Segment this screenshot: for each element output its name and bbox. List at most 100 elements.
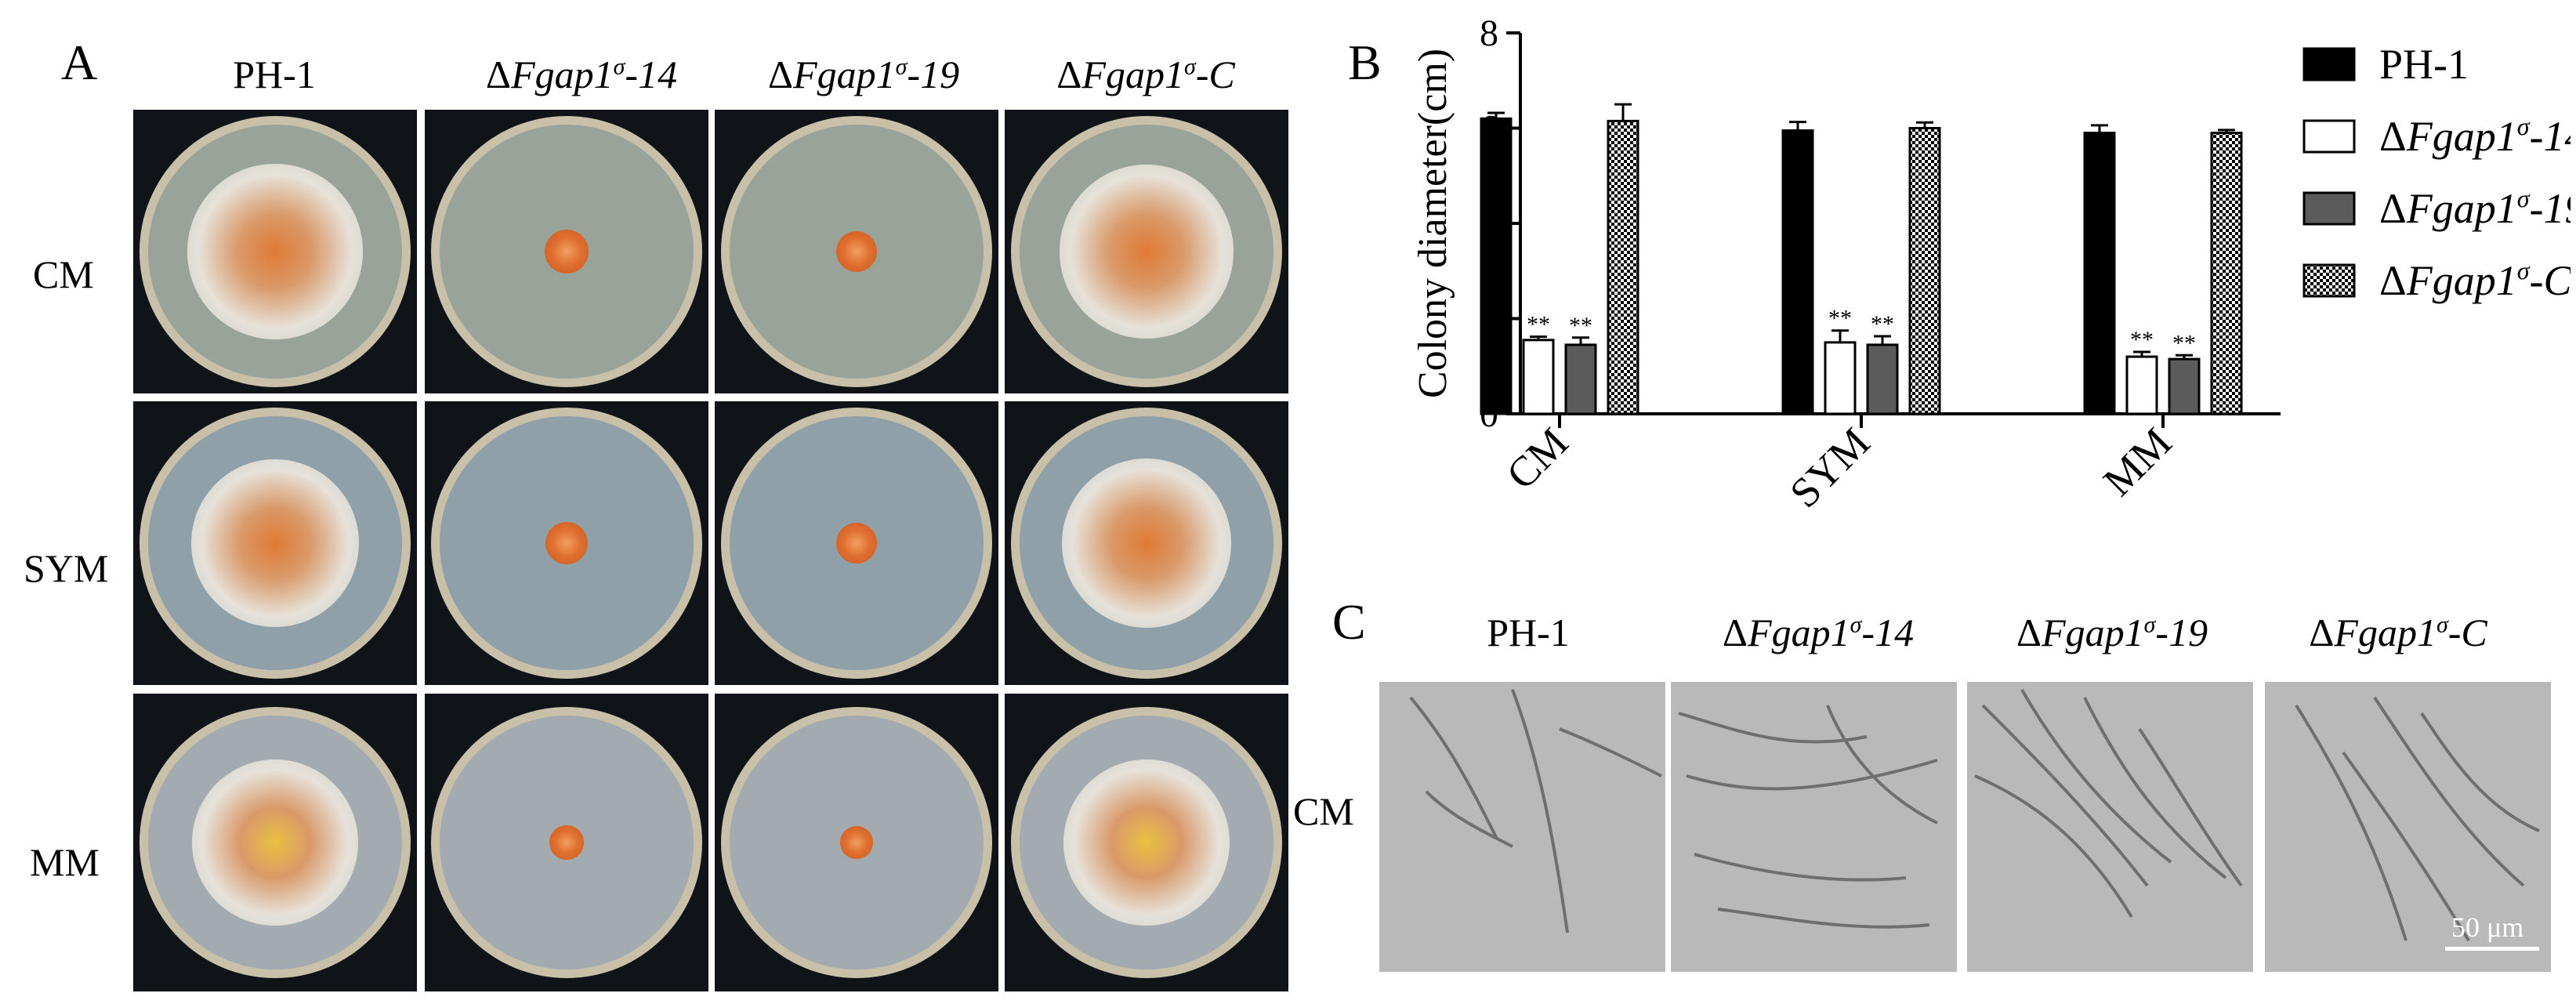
hyphae-micrograph [1379, 682, 1665, 972]
gene-superscript: σ [1183, 53, 1196, 80]
fungal-colony [190, 459, 360, 628]
hypha [2020, 689, 2172, 864]
fungal-colony [835, 522, 878, 564]
petri-dish-photo [715, 401, 998, 685]
gene-name: Fgap1 [2042, 611, 2144, 654]
hypha [2342, 751, 2470, 942]
hypha [1981, 704, 2149, 887]
y-axis-title: Colony diameter(cm) [1411, 49, 1455, 398]
hyphae-drawing [1678, 705, 1938, 929]
gene-superscript: σ [2143, 611, 2156, 638]
hypha [1826, 705, 1938, 825]
fungal-colony [1060, 165, 1234, 339]
gene-superscript: σ [613, 53, 625, 80]
bar [1564, 343, 1597, 415]
fungal-colony [549, 825, 584, 860]
gene-name: Fgap1 [1081, 53, 1184, 96]
delta-symbol: Δ [485, 53, 512, 96]
petri-dish-photo [1005, 401, 1288, 685]
hyphae-micrograph [1967, 682, 2253, 972]
panel-a-row-label: CM [33, 252, 94, 296]
bar [2210, 132, 2243, 415]
bar [1866, 343, 1899, 415]
legend-label: PH-1 [2379, 41, 2469, 88]
legend-label: ΔFgap1σ-C [2379, 256, 2571, 304]
bar [2168, 357, 2201, 415]
x-tick-label: MM [2094, 419, 2180, 505]
hypha [1409, 696, 1498, 839]
strain-name: PH-1 [233, 53, 316, 96]
petri-dish-photo [715, 110, 998, 393]
panel-c-column-header: ΔFgap1σ-14 [1661, 613, 1975, 652]
fungal-colony [840, 826, 873, 859]
bar [1908, 127, 1941, 415]
legend-label: ΔFgap1σ-14 [2379, 112, 2571, 160]
hypha [1559, 727, 1662, 777]
hypha [1511, 689, 1569, 933]
strain-suffix: -14 [625, 53, 678, 96]
fungal-colony [545, 230, 589, 274]
panel-a-column-header: PH-1 [118, 55, 431, 94]
petri-dish-photo [133, 401, 417, 685]
hyphae-drawing [1409, 689, 1662, 933]
gene-name: Fgap1 [1748, 611, 1850, 654]
gene-name: Fgap1 [511, 53, 614, 96]
significance-mark: ** [1828, 306, 1852, 332]
legend-label: ΔFgap1σ-19 [2379, 184, 2571, 232]
strain-name: PH-1 [1487, 611, 1570, 654]
delta-symbol: Δ [2309, 611, 2335, 654]
bar [1781, 129, 1814, 415]
scale-bar-label: 50 μm [2451, 912, 2524, 943]
delta-symbol: Δ [2016, 611, 2042, 654]
legend-swatch [2302, 191, 2356, 226]
panel-a-column-header: ΔFgap1σ-19 [707, 55, 1020, 94]
fungal-colony [1062, 459, 1231, 628]
bar [2125, 355, 2158, 415]
bar [1522, 339, 1555, 415]
petri-dish-photo [425, 401, 708, 685]
fungal-colony [187, 164, 363, 339]
panel-b-letter: B [1348, 34, 1382, 90]
gene-superscript: σ [2436, 611, 2448, 638]
fungal-colony [1063, 759, 1230, 926]
scale-bar [2445, 947, 2539, 951]
strain-suffix: -C [1195, 53, 1235, 96]
bar [1824, 341, 1857, 415]
gene-superscript: σ [1850, 611, 1862, 638]
panel-c-column-header: PH-1 [1371, 613, 1685, 652]
panel-a-column-header: ΔFgap1σ-C [989, 55, 1302, 94]
legend-swatch [2302, 47, 2356, 82]
strain-suffix: -14 [1861, 611, 1915, 654]
petri-dish-photo [133, 694, 417, 991]
delta-symbol: Δ [1056, 53, 1082, 96]
hyphae-micrograph [1671, 682, 1957, 972]
petri-dish-photo [715, 694, 998, 991]
hyphae-drawing [1974, 689, 2243, 919]
gene-name: Fgap1 [793, 53, 896, 96]
petri-dish-photo [425, 110, 708, 393]
significance-mark: ** [2172, 330, 2196, 356]
hypha [2138, 727, 2243, 887]
petri-dish-photo [1005, 110, 1288, 393]
fungal-colony [545, 522, 588, 564]
petri-dish-photo [425, 694, 708, 991]
significance-mark: ** [2130, 327, 2154, 353]
legend-swatch [2302, 263, 2356, 298]
hypha [1678, 712, 1868, 744]
strain-suffix: -19 [2155, 611, 2208, 654]
hypha [1425, 790, 1513, 848]
delta-symbol: Δ [1722, 611, 1748, 654]
petri-dish-photo [1005, 694, 1288, 991]
hypha [1694, 853, 1907, 882]
panel-c-letter: C [1332, 594, 1366, 650]
hypha [2373, 696, 2525, 887]
gene-name: Fgap1 [2334, 611, 2437, 654]
significance-mark: ** [1871, 311, 1894, 337]
hypha [1717, 908, 1930, 929]
panel-c-column-header: ΔFgap1σ-19 [1955, 613, 2269, 652]
panel-a-column-header: ΔFgap1σ-14 [425, 55, 738, 94]
hyphae-drawing [2295, 696, 2540, 942]
legend-swatch [2302, 119, 2356, 154]
hypha [2295, 704, 2408, 941]
fungal-colony [835, 230, 878, 273]
